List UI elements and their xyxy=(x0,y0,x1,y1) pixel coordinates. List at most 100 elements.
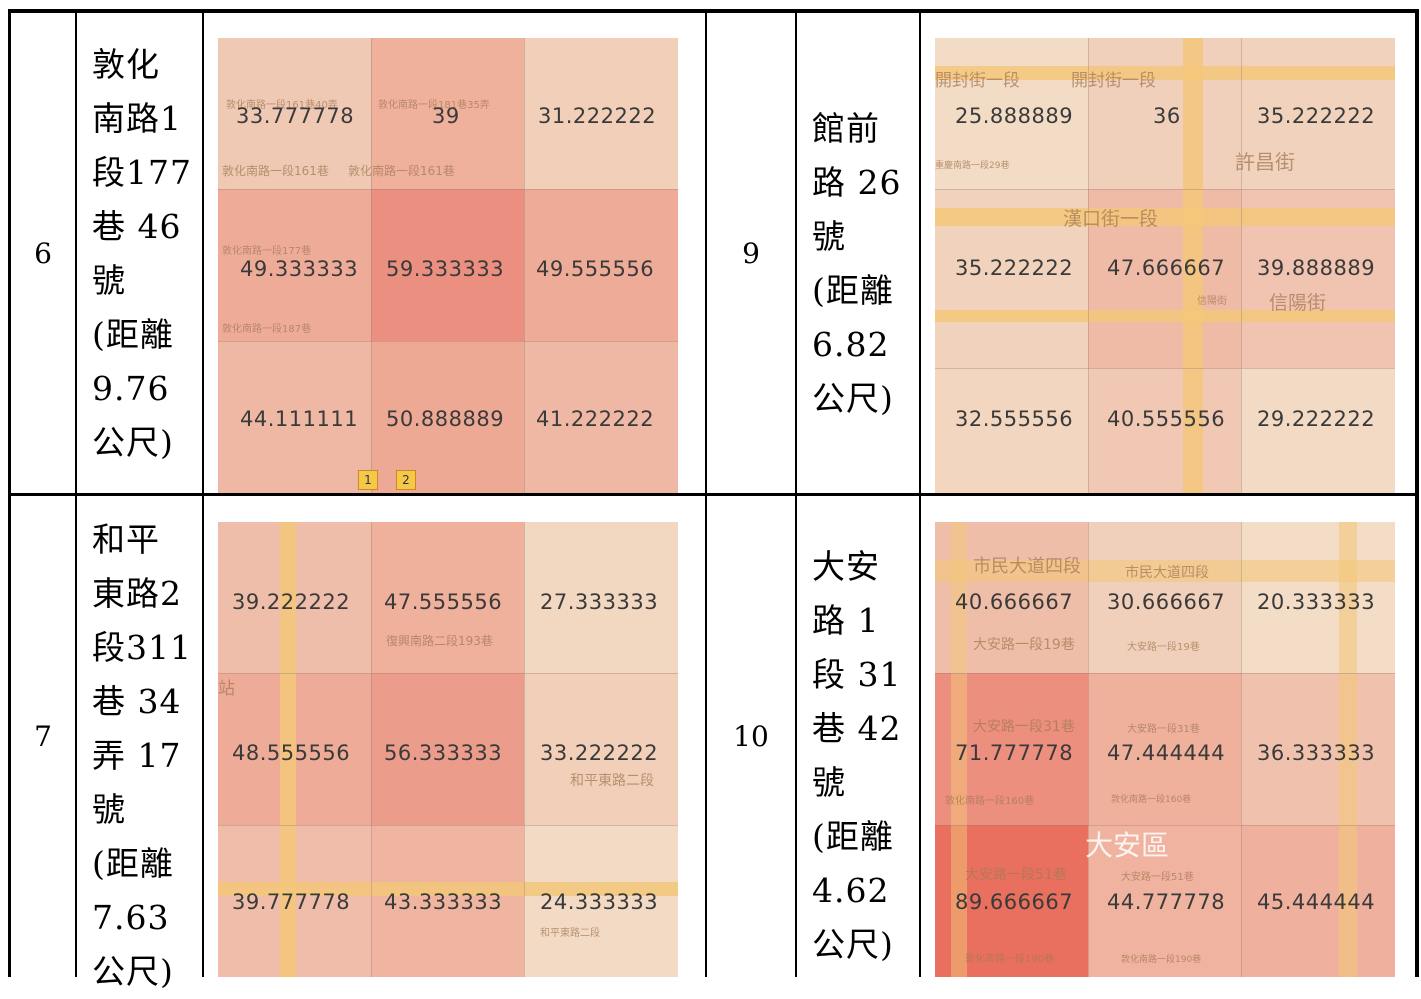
heat-tile xyxy=(1088,673,1241,825)
grid-value: 44.111111 xyxy=(240,407,359,431)
heatmap-map: 站 復興南路二段193巷 和平東路二段 和平東路二段 39.222222 47.… xyxy=(218,522,678,977)
street-label: 復興南路二段193巷 xyxy=(386,634,493,648)
address-line: 巷 34 xyxy=(92,682,182,721)
address-line: 6.82 xyxy=(812,325,890,364)
street-label: 市民大道四段 xyxy=(973,556,1081,577)
street-label: 敦化南路一段161巷40弄 xyxy=(226,100,338,111)
heat-tile xyxy=(1088,368,1241,493)
address-text: 館前 路 26 號 (距離 6.82 公尺) xyxy=(812,102,916,426)
street-label: 敦化南路一段190巷 xyxy=(965,954,1055,965)
road xyxy=(935,560,1395,582)
grid-line xyxy=(1088,38,1089,493)
row-number: 9 xyxy=(742,236,760,270)
row-number: 10 xyxy=(733,720,769,753)
grid-line xyxy=(218,189,678,190)
heat-tile xyxy=(1241,825,1395,977)
grid-value: 25.888889 xyxy=(955,104,1074,128)
grid-line xyxy=(1088,522,1089,977)
road xyxy=(218,882,678,896)
heat-tile xyxy=(935,38,1088,189)
grid-value: 27.333333 xyxy=(540,590,659,614)
heat-tile xyxy=(371,189,524,341)
address-line: 館前 xyxy=(812,109,880,148)
table-border-right xyxy=(1415,9,1419,977)
grid-value: 20.333333 xyxy=(1257,590,1376,614)
address-line: 7.63 xyxy=(92,898,170,937)
grid-value: 47.444444 xyxy=(1107,741,1226,765)
street-label: 敦化南路一段190巷 xyxy=(1121,955,1202,965)
address-line: 公尺) xyxy=(812,379,894,418)
address-line: (距離 xyxy=(92,844,174,883)
grid-line xyxy=(1241,522,1242,977)
street-label: 大安路一段51巷 xyxy=(1121,872,1194,883)
grid-value: 24.333333 xyxy=(540,890,659,914)
address-line: 段177 xyxy=(92,153,192,192)
table-border-left xyxy=(8,9,11,977)
street-label: 和平東路二段 xyxy=(570,773,654,789)
address-line: 公尺) xyxy=(92,423,174,462)
table-border-top xyxy=(8,9,1419,13)
heat-tile xyxy=(524,522,678,673)
heat-tile xyxy=(524,341,678,493)
address-line: 南路1 xyxy=(92,99,182,138)
grid-value: 41.222222 xyxy=(536,407,655,431)
row-number: 7 xyxy=(34,720,52,753)
street-label: 站 xyxy=(218,679,235,699)
grid-value: 43.333333 xyxy=(384,890,503,914)
grid-value: 39.222222 xyxy=(232,590,351,614)
grid-value: 50.888889 xyxy=(386,407,505,431)
grid-value: 36.333333 xyxy=(1257,741,1376,765)
street-label: 重慶南路一段29巷 xyxy=(935,161,1010,171)
address-line: (距離 xyxy=(812,271,894,310)
address-line: 路 26 xyxy=(812,163,902,202)
grid-line xyxy=(935,368,1395,369)
grid-value: 89.666667 xyxy=(955,890,1074,914)
heat-tile xyxy=(1241,38,1395,189)
grid-value: 40.555556 xyxy=(1107,407,1226,431)
address-line: 巷 42 xyxy=(812,709,902,748)
road xyxy=(1183,38,1203,493)
grid-value: 39.777778 xyxy=(232,890,351,914)
grid-value: 33.777778 xyxy=(236,104,355,128)
heat-tile xyxy=(524,825,678,977)
grid-value: 71.777778 xyxy=(955,741,1074,765)
heat-tile xyxy=(218,38,371,189)
grid-line xyxy=(935,673,1395,674)
street-label: 大安路一段31巷 xyxy=(973,719,1075,735)
table-border-middle xyxy=(8,493,1419,496)
street-label: 敦化南路一段161巷 xyxy=(348,164,455,178)
address-text: 敦化 南路1 段177 巷 46 號 (距離 9.76 公尺) xyxy=(92,38,200,470)
heatmap-map: 開封街一段 開封街一段 許昌街 重慶南路一段29巷 漢口街一段 信陽街 信陽街 … xyxy=(935,38,1395,493)
grid-line xyxy=(218,341,678,342)
heat-tile xyxy=(371,341,524,493)
address-line: 東路2 xyxy=(92,574,182,613)
heatmap-map: 敦化南路一段161巷40弄 敦化南路一段181巷35弄 敦化南路一段161巷 敦… xyxy=(218,38,678,493)
road xyxy=(951,522,967,977)
grid-value: 40.666667 xyxy=(955,590,1074,614)
grid-value: 31.222222 xyxy=(538,104,657,128)
address-line: 公尺) xyxy=(92,952,174,991)
map-marker: 1 xyxy=(358,470,378,490)
grid-line xyxy=(935,825,1395,826)
street-label: 漢口街一段 xyxy=(1063,208,1159,230)
grid-line xyxy=(1241,38,1242,493)
address-line: 大安 xyxy=(812,547,880,586)
street-label: 信陽街 xyxy=(1269,292,1327,314)
street-label: 敦化南路一段177巷 xyxy=(222,246,312,257)
address-line: 段311 xyxy=(92,628,192,667)
address-line: 段 31 xyxy=(812,655,902,694)
grid-value: 49.555556 xyxy=(536,257,655,281)
heat-tile xyxy=(218,189,371,341)
heat-tile xyxy=(935,368,1088,493)
grid-value: 49.333333 xyxy=(240,257,359,281)
address-line: 弄 17 xyxy=(92,736,182,775)
grid-line xyxy=(524,38,525,493)
address-text: 和平 東路2 段311 巷 34 弄 17 號 (距離 7.63 公尺) xyxy=(92,513,200,999)
grid-value: 39 xyxy=(432,104,460,128)
grid-value: 59.333333 xyxy=(386,257,505,281)
street-label: 敦化南路一段160巷 xyxy=(945,796,1035,807)
address-text: 大安 路 1 段 31 巷 42 號 (距離 4.62 公尺) xyxy=(812,540,916,972)
street-label: 敦化南路一段187巷 xyxy=(222,324,312,335)
heatmap-map: 市民大道四段 市民大道四段 大安路一段19巷 大安路一段19巷 大安路一段31巷… xyxy=(935,522,1395,977)
heat-tile xyxy=(524,38,678,189)
